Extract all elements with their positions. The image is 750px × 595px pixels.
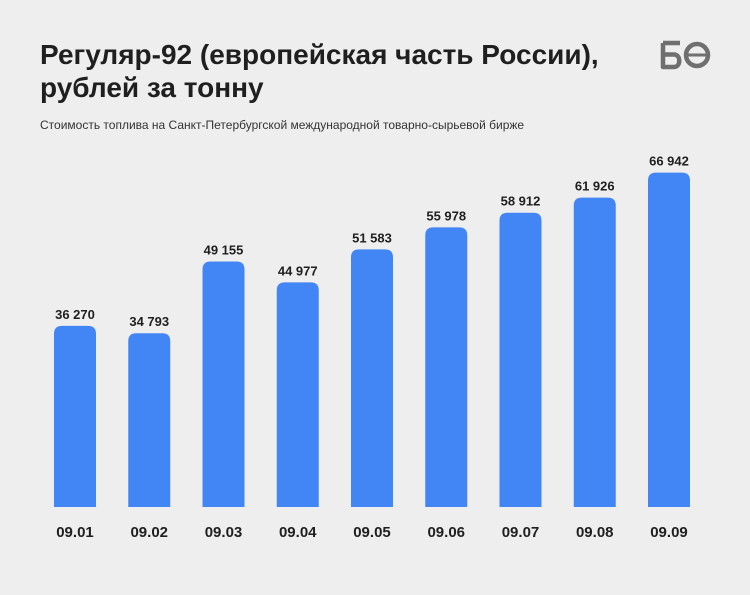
bar-value-label: 34 793	[129, 314, 169, 329]
bar-value-label: 36 270	[55, 307, 95, 322]
category-label: 09.01	[56, 524, 94, 541]
bar-value-label: 66 942	[649, 154, 689, 169]
bar-value-label: 49 155	[204, 242, 244, 257]
bar-09.02	[128, 333, 171, 507]
bar-09.03	[202, 261, 245, 507]
bar-value-label: 58 912	[501, 194, 541, 209]
category-label: 09.07	[502, 524, 540, 541]
bar-09.08	[573, 197, 616, 507]
category-label: 09.05	[353, 524, 391, 541]
chart-title: Регуляр-92 (европейская часть России), р…	[40, 39, 599, 103]
bar-09.06	[425, 227, 468, 507]
brand-logo	[660, 40, 711, 70]
category-label: 09.09	[650, 524, 688, 541]
bar-value-label: 44 977	[278, 263, 318, 278]
bar-09.01	[54, 325, 96, 507]
bar-09.04	[276, 282, 319, 507]
bar-value-label: 55 978	[426, 208, 466, 223]
bar-09.05	[351, 249, 393, 507]
category-label: 09.02	[130, 524, 168, 541]
bar-value-label: 51 583	[352, 230, 392, 245]
category-label: 09.04	[279, 524, 317, 541]
bar-value-label: 61 926	[575, 179, 615, 194]
logo-letter-b	[660, 40, 682, 70]
category-label: 09.06	[427, 524, 465, 541]
bar-09.09	[648, 172, 690, 507]
chart-subtitle: Стоимость топлива на Санкт-Петербургской…	[40, 118, 525, 132]
bar-09.07	[499, 212, 542, 507]
category-label: 09.08	[576, 524, 614, 541]
category-label: 09.03	[205, 524, 243, 541]
